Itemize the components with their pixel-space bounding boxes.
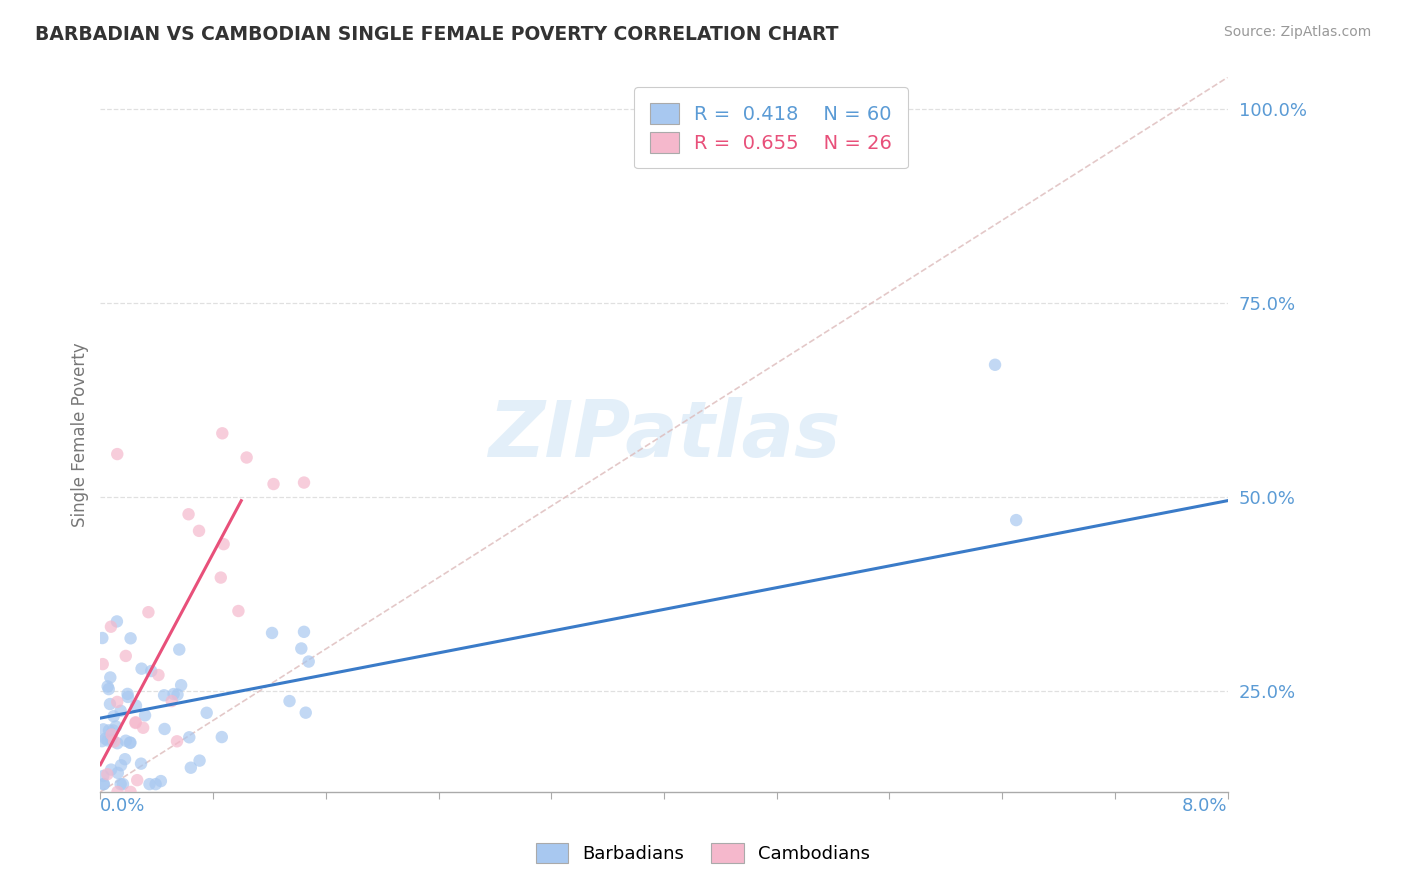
Text: 8.0%: 8.0% [1182,797,1227,815]
Point [290,641,312,656]
Point [160,694,183,708]
Point [124,715,146,730]
Point [97,680,120,694]
Point [278,694,301,708]
Point [138,605,160,619]
Point [117,690,139,704]
Point [100,727,122,741]
Point [110,777,132,791]
Point [107,785,129,799]
Point [148,668,170,682]
Point [132,721,155,735]
Point [98,723,121,738]
Point [120,632,142,646]
Point [98,697,121,711]
Point [162,687,184,701]
Point [129,756,152,771]
Point [263,477,285,491]
Point [110,704,132,718]
Point [97,682,120,697]
Point [105,447,128,461]
Point [105,736,128,750]
Point [166,688,188,702]
Point [91,734,114,748]
Point [145,777,167,791]
Text: BARBADIAN VS CAMBODIAN SINGLE FEMALE POVERTY CORRELATION CHART: BARBADIAN VS CAMBODIAN SINGLE FEMALE POV… [35,25,838,44]
Point [105,695,128,709]
Point [212,537,235,551]
Point [110,758,132,772]
Point [103,734,125,748]
Point [134,708,156,723]
Point [96,767,118,781]
Point [111,777,134,791]
Point [188,754,211,768]
Point [93,777,115,791]
Point [114,752,136,766]
Point [188,524,211,538]
Point [1005,513,1028,527]
Point [211,426,233,441]
Text: 0.0%: 0.0% [100,797,146,815]
Point [294,706,316,720]
Point [153,688,176,702]
Point [97,733,120,747]
Point [131,662,153,676]
Point [94,731,117,746]
Point [138,777,160,791]
Point [149,774,172,789]
Point [114,733,136,747]
Point [195,706,218,720]
Point [170,678,193,692]
Point [91,631,114,645]
Point [100,620,122,634]
Point [120,736,142,750]
Point [228,604,250,618]
Point [127,773,149,788]
Point [120,785,142,799]
Point [125,698,148,713]
Point [91,723,114,737]
Point [211,730,233,744]
Legend: R =  0.418    N = 60, R =  0.655    N = 26: R = 0.418 N = 60, R = 0.655 N = 26 [634,87,908,169]
Point [104,719,127,733]
Point [124,716,146,731]
Point [260,626,283,640]
Point [114,648,136,663]
Point [984,358,1007,372]
Point [100,732,122,747]
Text: ZIPatlas: ZIPatlas [488,397,839,473]
Point [107,765,129,780]
Point [91,769,114,783]
Point [117,687,139,701]
Point [105,615,128,629]
Point [167,642,190,657]
Point [118,736,141,750]
Text: Source: ZipAtlas.com: Source: ZipAtlas.com [1223,25,1371,39]
Y-axis label: Single Female Poverty: Single Female Poverty [72,343,89,527]
Point [153,722,176,736]
Point [98,670,121,684]
Point [298,655,321,669]
Point [141,664,163,678]
Point [179,731,201,745]
Point [91,657,114,672]
Point [100,763,122,777]
Point [93,777,115,791]
Legend: Barbadians, Cambodians: Barbadians, Cambodians [527,834,879,872]
Point [166,734,188,748]
Point [177,508,200,522]
Point [101,723,124,738]
Point [180,761,202,775]
Point [209,571,232,585]
Point [292,624,315,639]
Point [235,450,257,465]
Point [103,709,125,723]
Point [292,475,315,490]
